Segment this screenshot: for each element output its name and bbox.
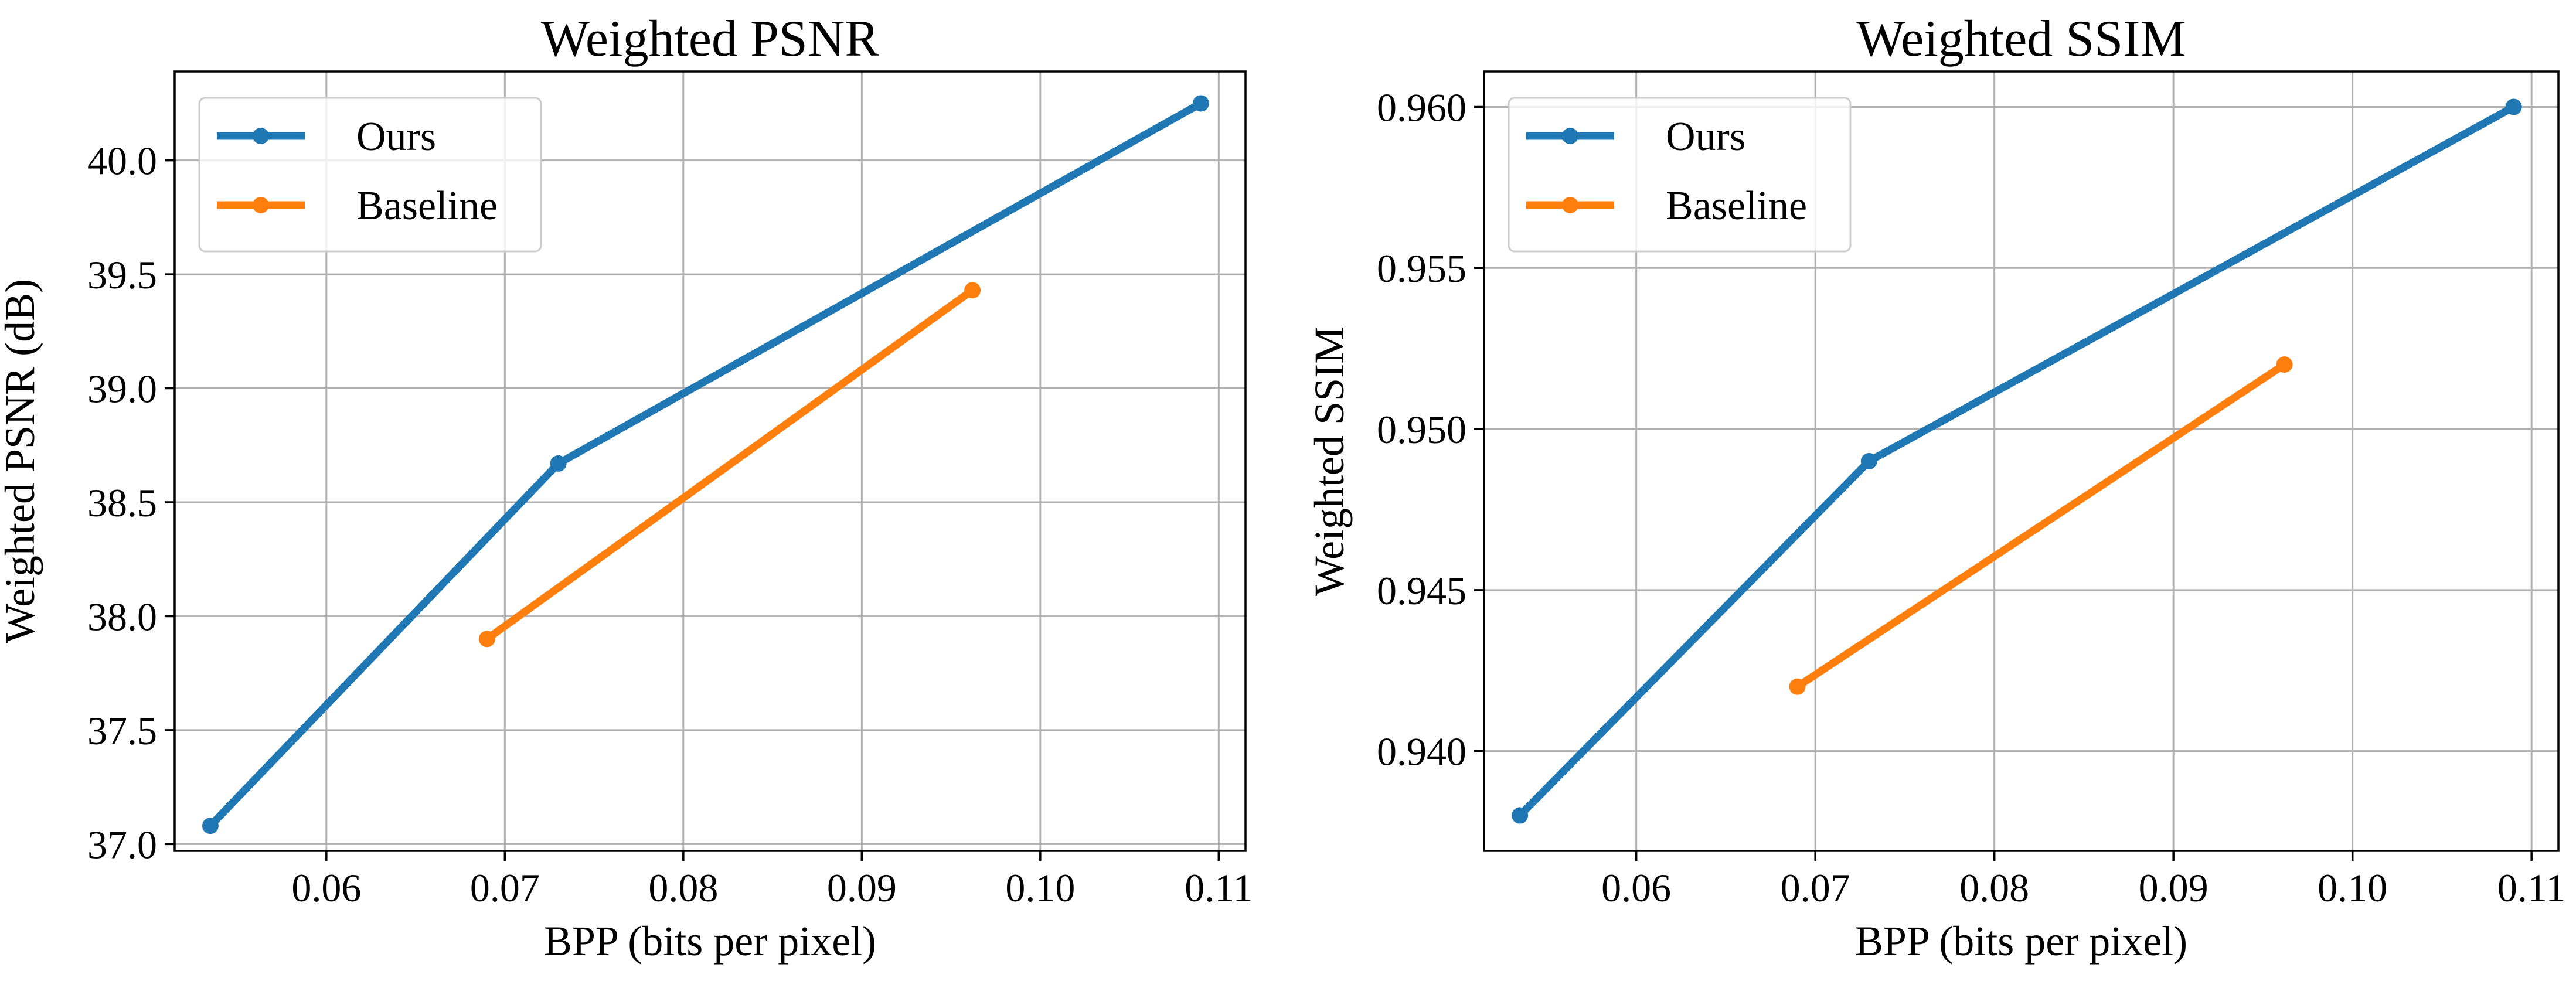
chart1-series-ours-point <box>202 818 219 834</box>
chart2-y-tick-label: 0.955 <box>1377 246 1466 291</box>
chart2: 0.06 0.07 0.08 0.09 0.10 0.11 0.940 0.945 0.950 0… <box>1306 11 2565 965</box>
chart1-x-tick-label: 0.10 <box>1005 866 1075 910</box>
chart2-series-baseline-point <box>1789 678 1806 695</box>
chart2-y-tick-label: 0.940 <box>1377 730 1466 774</box>
chart2-x-tick-label: 0.08 <box>1959 866 2029 910</box>
chart1-legend-ours-label: Ours <box>356 114 436 159</box>
chart1-x-tick-label: 0.08 <box>648 866 718 910</box>
chart2-y-tick-label: 0.950 <box>1377 407 1466 452</box>
chart1-legend: Ours Baseline <box>198 97 542 253</box>
chart2-x-tick-label: 0.06 <box>1601 866 1671 910</box>
chart2-series-ours-point <box>1512 807 1529 824</box>
chart2-x-axis-label: BPP (bits per pixel) <box>1855 918 2187 965</box>
chart1: 0.06 0.07 0.08 0.09 0.10 0.11 37.0 37.5 38.0 38.5… <box>0 11 1253 965</box>
chart2-x-tick-label: 0.09 <box>2139 866 2209 910</box>
chart1-series-baseline-line <box>485 287 975 642</box>
chart1-y-tick-label: 37.0 <box>87 822 157 867</box>
chart2-legend-ours-marker <box>1562 128 1578 144</box>
chart1-series-baseline-point <box>964 282 981 299</box>
chart1-y-tick-label: 39.0 <box>87 367 157 411</box>
chart1-series-ours-point <box>550 455 567 472</box>
chart1-series-baseline-point <box>478 631 495 648</box>
chart1-series-ours-point <box>1192 95 1209 112</box>
chart2-y-tick-label: 0.960 <box>1377 85 1466 130</box>
chart2-x-tick-label: 0.11 <box>2497 866 2565 910</box>
chart1-y-tick-label: 38.5 <box>87 481 157 525</box>
chart2-series-ours-point <box>2505 98 2522 115</box>
chart1-y-tick-label: 37.5 <box>87 708 157 753</box>
chart2-legend-ours-label: Ours <box>1666 114 1745 159</box>
chart2-legend-baseline-label: Baseline <box>1666 183 1807 229</box>
chart2-y-tick-label: 0.945 <box>1377 568 1466 613</box>
chart2-x-tick-label: 0.10 <box>2318 866 2387 910</box>
chart1-legend-baseline-label: Baseline <box>356 183 498 229</box>
chart1-x-axis-label: BPP (bits per pixel) <box>544 918 876 965</box>
chart2-x-tick-label: 0.07 <box>1781 866 1850 910</box>
chart1-y-tick-label: 40.0 <box>87 139 157 183</box>
chart2-legend: Ours Baseline <box>1508 97 1852 253</box>
chart1-x-tick-label: 0.09 <box>827 866 897 910</box>
chart1-x-tick-label: 0.07 <box>470 866 540 910</box>
chart2-title: Weighted SSIM <box>1856 11 2186 67</box>
chart1-plot-frame <box>173 70 1247 852</box>
chart1-legend-baseline-marker <box>253 197 269 213</box>
chart1-y-tick-label: 39.5 <box>87 253 157 297</box>
chart2-y-axis-label: Weighted SSIM <box>1306 326 1353 596</box>
chart1-y-axis-label: Weighted PSNR (dB) <box>0 279 43 643</box>
chart1-legend-ours-marker <box>253 128 269 144</box>
chart2-legend-baseline-marker <box>1562 197 1578 213</box>
chart1-x-tick-label: 0.11 <box>1185 866 1253 910</box>
chart2-series-baseline-point <box>2276 356 2293 373</box>
chart1-y-tick-label: 38.0 <box>87 594 157 639</box>
chart2-series-baseline-line <box>1795 361 2287 690</box>
chart1-title: Weighted PSNR <box>541 11 879 67</box>
chart2-series-ours-point <box>1860 453 1877 469</box>
chart2-plot-frame <box>1483 70 2560 852</box>
chart1-x-tick-label: 0.06 <box>291 866 361 910</box>
